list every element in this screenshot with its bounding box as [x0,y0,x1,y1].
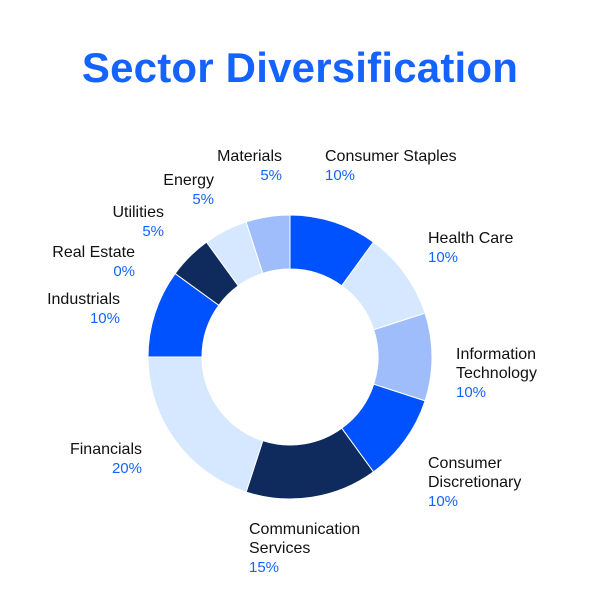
segment-financials [147,356,264,493]
label-communication-services: Communication Services 15% [249,521,361,576]
label-consumer-discretionary: Consumer Discretionary 10% [428,455,522,510]
label-industrials: Industrials 10% [47,291,120,327]
label-utilities: Utilities 5% [112,204,164,240]
donut-segments [147,214,433,500]
label-consumer-staples: Consumer Staples 10% [325,148,457,184]
chart-title: Sector Diversification [81,44,519,91]
label-financials: Financials 20% [69,441,142,477]
segment-materials [245,214,291,274]
label-energy: Energy 5% [163,172,214,208]
label-health-care: Health Care 10% [428,230,514,266]
label-information-technology: Information Technology 10% [456,346,537,401]
label-real-estate: Real Estate 0% [52,244,135,280]
label-materials: Materials 5% [217,148,282,184]
